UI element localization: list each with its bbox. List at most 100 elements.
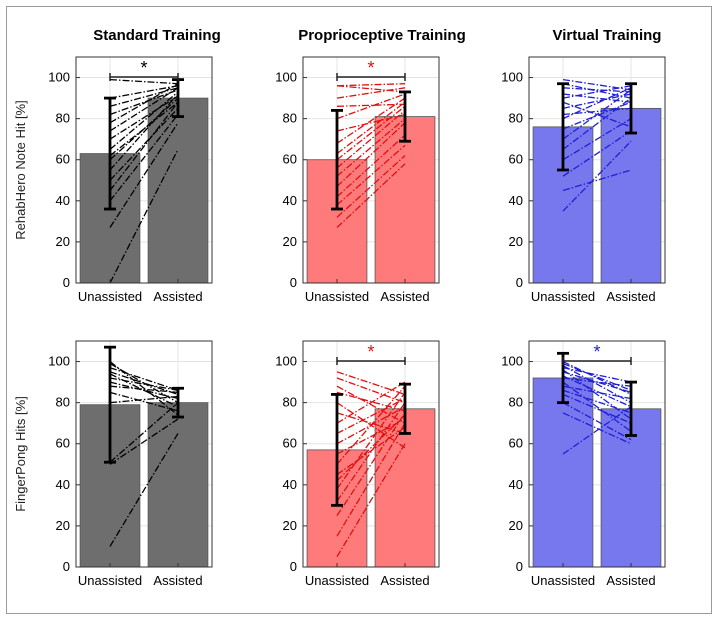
row-label-2: FingerPong Hits [%] [13,396,28,512]
subject-line-7 [109,97,179,161]
bar-assisted[interactable] [600,107,662,284]
y-tick-label: 60 [509,436,523,451]
bar-assisted[interactable] [374,116,436,284]
x-tick-label-assisted: Assisted [153,573,202,588]
subject-line-1 [562,406,632,455]
subject-line-14 [109,87,179,107]
axes-box [528,340,666,568]
column-title-1: Standard Training [93,27,221,44]
row-label-1: RehabHero Note Hit [%] [13,100,28,239]
y-tick-label: 100 [501,70,523,85]
significance-star: * [140,58,147,78]
bar-unassisted[interactable] [532,377,594,568]
y-tick-label: 60 [509,152,523,167]
y-tick-label: 40 [283,477,297,492]
subject-line-4 [562,118,632,161]
subject-line-8 [562,377,632,387]
y-tick-label: 20 [56,234,70,249]
y-tick-label: 0 [63,559,70,574]
figure-frame: Standard Training Proprioceptive Training… [6,6,712,614]
y-tick-label: 0 [290,275,297,290]
subject-line-9 [336,418,406,455]
y-tick-label: 60 [283,152,297,167]
figure: Standard Training Proprioceptive Training… [13,27,666,588]
y-tick-label: 20 [56,518,70,533]
subject-line-5 [336,391,406,490]
y-tick-label: 0 [63,275,70,290]
subject-line-5 [562,389,632,414]
x-tick-label-assisted: Assisted [153,289,202,304]
y-tick-label: 20 [283,234,297,249]
subject-line-1 [562,140,632,212]
y-tick-label: 40 [509,193,523,208]
subject-line-13 [109,89,179,116]
y-tick-label: 40 [56,477,70,492]
subject-line-7 [336,109,406,169]
subject-line-17 [336,377,406,404]
bar-assisted[interactable] [374,408,436,568]
subject-line-1 [336,443,406,558]
subject-line-2 [336,422,406,537]
axes-box [528,56,666,284]
subject-line-1 [109,433,179,547]
y-tick-label: 20 [509,518,523,533]
subject-line-15 [562,83,632,99]
subject-line-5 [109,107,179,181]
panel-5: 0 20 40 60 80 100 Unassisted Assisted * [275,340,440,588]
subject-line-5 [336,122,406,187]
subject-line-11 [109,367,179,391]
subject-line-4 [109,395,179,404]
subject-line-11 [336,113,406,132]
panel-3: 0 20 40 60 80 100 Unassisted Assisted [501,56,666,304]
subject-line-7 [562,381,632,432]
y-tick-label: 60 [56,436,70,451]
panel-1: 0 20 40 60 80 100 Unassisted Assisted * [48,56,213,304]
subject-line-9 [109,373,179,408]
y-tick-label: 80 [56,111,70,126]
panel-6: 0 20 40 60 80 100 Unassisted Assisted * [501,340,666,588]
x-tick-label-assisted: Assisted [606,289,655,304]
subject-line-14 [336,87,406,99]
axes-box [75,56,213,284]
panel-2: 0 20 40 60 80 100 Unassisted Assisted * [275,56,440,304]
y-tick-label: 40 [56,193,70,208]
subject-line-13 [109,361,179,416]
subject-line-12 [562,367,632,383]
panel-4: 0 20 40 60 80 100 Unassisted Assisted [48,340,213,588]
subject-line-15 [562,360,632,396]
y-tick-label: 40 [283,193,297,208]
subject-line-7 [336,426,406,476]
y-tick-label: 100 [48,354,70,369]
subject-line-13 [562,93,632,103]
subject-line-3 [109,114,179,202]
subject-line-4 [109,101,179,191]
subject-line-11 [562,101,632,128]
y-tick-label: 20 [283,518,297,533]
axes-box [75,340,213,568]
subject-line-11 [109,87,179,132]
significance-star: * [593,342,600,362]
subject-line-6 [336,414,406,482]
axes-box [302,340,440,568]
y-tick-label: 40 [509,477,523,492]
subject-line-8 [109,377,179,391]
subject-line-11 [336,397,406,435]
significance-star: * [367,342,374,362]
subject-line-10 [562,93,632,109]
subject-line-6 [109,93,179,171]
y-tick-label: 60 [283,436,297,451]
subject-line-12 [336,381,406,424]
subject-line-15 [336,391,406,412]
subject-line-16 [336,83,406,87]
y-tick-label: 100 [48,70,70,85]
subject-line-3 [562,402,632,441]
x-tick-label-assisted: Assisted [380,573,429,588]
bar-assisted[interactable] [147,402,209,568]
subject-line-18 [336,371,406,396]
subject-line-2 [109,122,179,228]
y-tick-label: 80 [56,395,70,410]
subject-line-4 [336,402,406,502]
y-tick-label: 60 [56,152,70,167]
x-tick-label-unassisted: Unassisted [78,573,142,588]
subject-line-9 [562,107,632,116]
